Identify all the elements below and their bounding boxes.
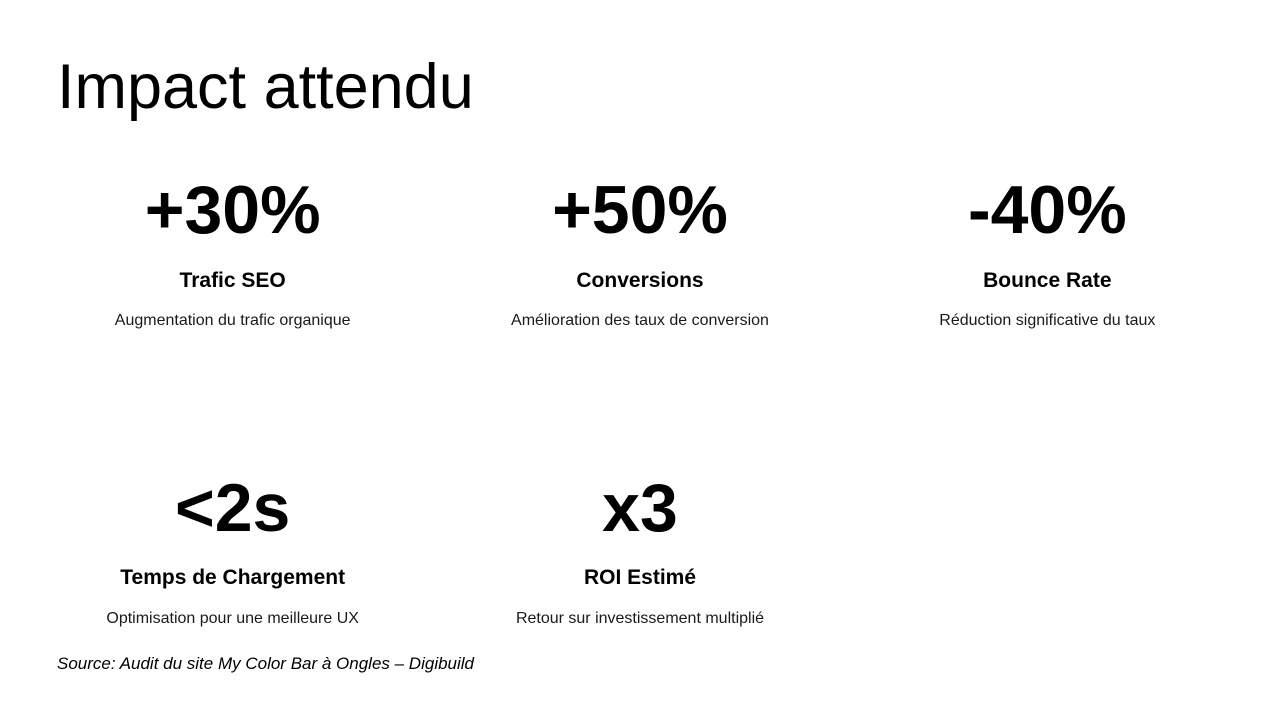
stat-description: Amélioration des taux de conversion [511, 311, 769, 329]
stat-value: +50% [552, 172, 728, 248]
stat-value: -40% [967, 172, 1127, 248]
stat-label: Bounce Rate [983, 268, 1112, 292]
stat-bounce-rate: -40% Bounce Rate Réduction significative… [844, 170, 1251, 332]
stat-description: Optimisation pour une meilleure UX [106, 609, 359, 627]
slide-title: Impact attendu [57, 52, 474, 122]
stat-label: Conversions [576, 268, 704, 292]
stat-label: ROI Estimé [583, 566, 697, 590]
stat-value: x3 [602, 469, 678, 546]
stat-label: Trafic SEO [179, 268, 286, 292]
source-note: Source: Audit du site My Color Bar à Ong… [57, 654, 475, 673]
stat-conversions: +50% Conversions Amélioration des taux d… [436, 170, 843, 332]
stat-label: Temps de Chargement [120, 566, 346, 590]
stat-value: <2s [174, 469, 291, 546]
stat-description: Retour sur investissement multiplié [515, 609, 765, 627]
stat-description: Augmentation du trafic organique [114, 311, 351, 329]
stat-description: Réduction significative du taux [939, 311, 1156, 329]
stat-trafic-seo: +30% Trafic SEO Augmentation du trafic o… [29, 170, 436, 332]
stat-roi-estime: x3 ROI Estimé Retour sur investissement … [436, 468, 843, 630]
stat-value: +30% [144, 172, 321, 248]
stats-grid: +30% Trafic SEO Augmentation du trafic o… [29, 170, 1251, 629]
stat-temps-de-chargement: <2s Temps de Chargement Optimisation pou… [29, 468, 436, 630]
